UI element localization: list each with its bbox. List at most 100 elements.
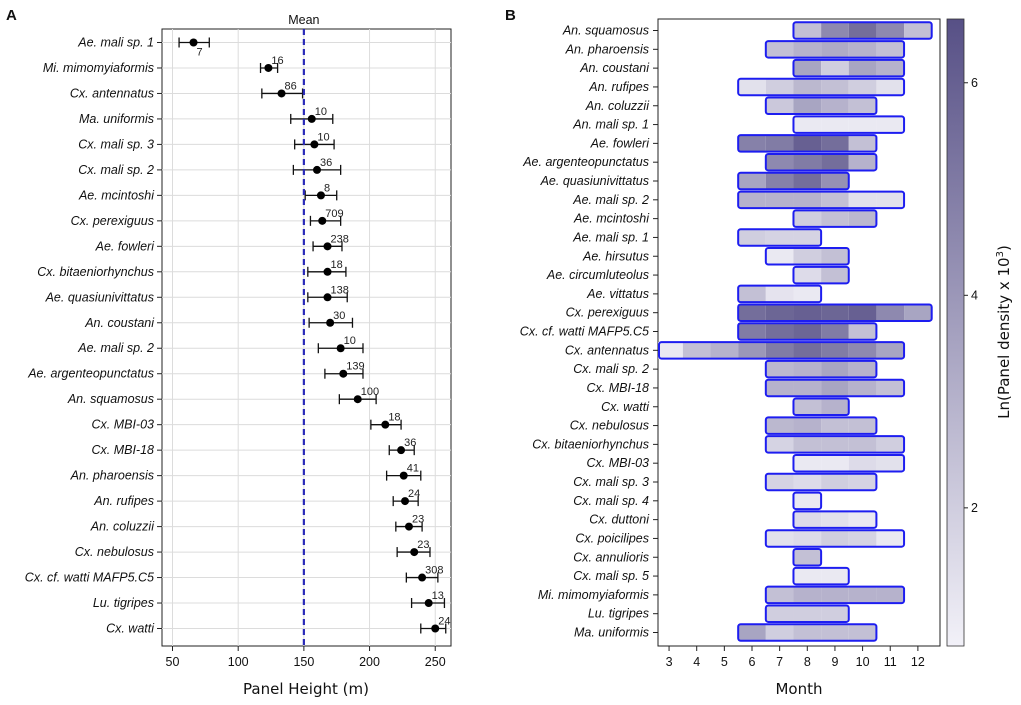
heat-cell xyxy=(738,191,766,209)
mean-point xyxy=(264,63,273,72)
panel-b-species-label: Cx. mali sp. 4 xyxy=(573,494,649,508)
heat-cell xyxy=(793,285,822,303)
heat-cell xyxy=(821,210,849,227)
heat-cell xyxy=(848,624,877,641)
panel-a-species-label: Ma. uniformis xyxy=(79,112,154,126)
sample-size-label: 709 xyxy=(325,208,343,220)
heat-cell xyxy=(738,624,766,641)
heat-cell xyxy=(821,436,849,453)
heat-cell xyxy=(793,59,822,77)
sample-size-label: 36 xyxy=(320,157,332,169)
sample-size-label: 41 xyxy=(407,463,419,475)
heat-cell xyxy=(793,323,822,340)
panel-b-rows: An. squamosus An. pharoensis An. coustani A… xyxy=(520,21,933,642)
heat-cell xyxy=(821,22,849,39)
heat-cell xyxy=(821,266,849,284)
heat-cell xyxy=(848,511,877,528)
sample-size-label: 308 xyxy=(425,565,443,577)
panel-b-species-label: Cx. watti xyxy=(601,400,650,414)
panel-b-x-tick-label: 3 xyxy=(666,655,673,669)
activity-period-outline xyxy=(764,585,906,605)
panel-b-species-label: An. squamosus xyxy=(562,24,649,38)
activity-period-outline xyxy=(764,40,906,59)
mean-point xyxy=(381,420,390,429)
heat-cell xyxy=(765,624,794,641)
panel-a-species-label: Ae. mali sp. 1 xyxy=(77,36,154,50)
mean-point xyxy=(307,114,316,123)
heat-cell xyxy=(821,304,849,321)
panel-b-species-label: An. coluzzii xyxy=(585,99,650,113)
activity-period-outline xyxy=(792,58,906,78)
mean-point xyxy=(323,242,332,251)
activity-period-outline xyxy=(658,341,906,360)
heat-cell xyxy=(848,586,877,604)
heat-cell xyxy=(793,229,822,246)
panel-b-species-label: Cx. MBI-03 xyxy=(586,456,649,470)
panel-b-x-tick-label: 12 xyxy=(911,655,925,669)
panel-b-x-tick-label: 4 xyxy=(693,655,700,669)
activity-period-outline xyxy=(737,303,933,322)
heat-cell xyxy=(793,116,822,133)
sample-size-label: 18 xyxy=(388,412,400,424)
heat-cell xyxy=(793,22,822,39)
heat-cell xyxy=(793,436,822,453)
heat-cell xyxy=(738,172,766,190)
heat-cell xyxy=(876,436,905,453)
panel-b-species-label: Cx. mali sp. 5 xyxy=(573,569,649,583)
panel-b-species-label: Cx. duttoni xyxy=(589,513,650,527)
heat-cell xyxy=(821,624,849,641)
activity-period-outline xyxy=(764,435,906,454)
panel-a-species-label: Cx. nebulosus xyxy=(75,545,154,559)
panel-b-x-tick-label: 9 xyxy=(831,655,838,669)
heat-cell xyxy=(848,417,877,434)
heat-cell xyxy=(710,342,739,359)
mean-point xyxy=(323,267,332,276)
heat-cell xyxy=(793,342,822,359)
panel-a-species-label: An. coustani xyxy=(84,316,155,330)
heat-cell xyxy=(876,530,905,547)
heat-cell xyxy=(765,153,794,171)
heat-cell xyxy=(765,248,794,265)
sample-size-label: 138 xyxy=(331,284,349,296)
heat-cell xyxy=(765,473,794,491)
heat-cell xyxy=(765,605,794,622)
heat-cell xyxy=(793,248,822,265)
activity-period-outline xyxy=(764,152,878,172)
panel-b-species-label: Ae. mcintoshi xyxy=(573,212,650,226)
panel-b-species-label: An. pharoensis xyxy=(565,42,649,56)
heat-cell xyxy=(821,379,849,397)
panel-a-rows: Ae. mali sp. 1 7 Mi. mimomyiaformis 16 Cx. a… xyxy=(25,36,451,636)
panel-a-species-label: Cx. mali sp. 2 xyxy=(78,163,154,177)
activity-period-outline xyxy=(737,322,878,341)
mean-label: Mean xyxy=(288,13,319,27)
heat-cell xyxy=(876,454,905,472)
heat-cell xyxy=(765,530,794,547)
heat-cell xyxy=(821,116,849,133)
panel-a-species-label: Ae. mcintoshi xyxy=(78,188,155,202)
activity-period-outline xyxy=(792,548,823,567)
heat-cell xyxy=(793,398,822,415)
heat-cell xyxy=(876,22,905,39)
heat-cell xyxy=(738,342,766,359)
heat-cell xyxy=(876,379,905,397)
mean-point xyxy=(353,395,362,404)
heat-cell xyxy=(848,41,877,58)
panel-a-species-label: Cx. bitaeniorhynchus xyxy=(37,265,154,279)
colorbar-tick-label: 4 xyxy=(971,288,978,302)
mean-point xyxy=(399,471,408,480)
panel-a-species-label: Ae. argenteopunctatus xyxy=(27,367,154,381)
heat-cell xyxy=(793,530,822,547)
heat-cell xyxy=(765,586,794,604)
panel-b-species-label: An. coustani xyxy=(579,61,650,75)
activity-period-outline xyxy=(764,96,878,115)
panel-b-species-label: Cx. poicilipes xyxy=(575,531,649,545)
activity-period-outline xyxy=(737,228,823,247)
panel-a-species-label: An. pharoensis xyxy=(70,469,154,483)
activity-period-outline xyxy=(792,510,878,529)
colorbar-ticks: 2 4 6 xyxy=(964,76,978,515)
sample-size-label: 100 xyxy=(361,386,379,398)
mean-point xyxy=(318,216,327,225)
heat-cell xyxy=(658,342,683,359)
panel-a-species-label: Cx. mali sp. 3 xyxy=(78,137,154,151)
heat-cell xyxy=(848,530,877,547)
